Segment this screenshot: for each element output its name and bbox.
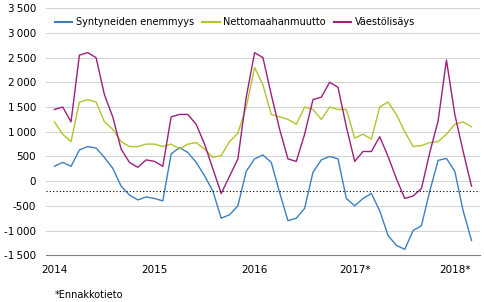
Legend: Syntyneiden enemmyys, Nettomaahanmuutto, Väestölisäys: Syntyneiden enemmyys, Nettomaahanmuutto,… bbox=[51, 13, 419, 31]
Text: *Ennakkotieto: *Ennakkotieto bbox=[55, 290, 123, 300]
